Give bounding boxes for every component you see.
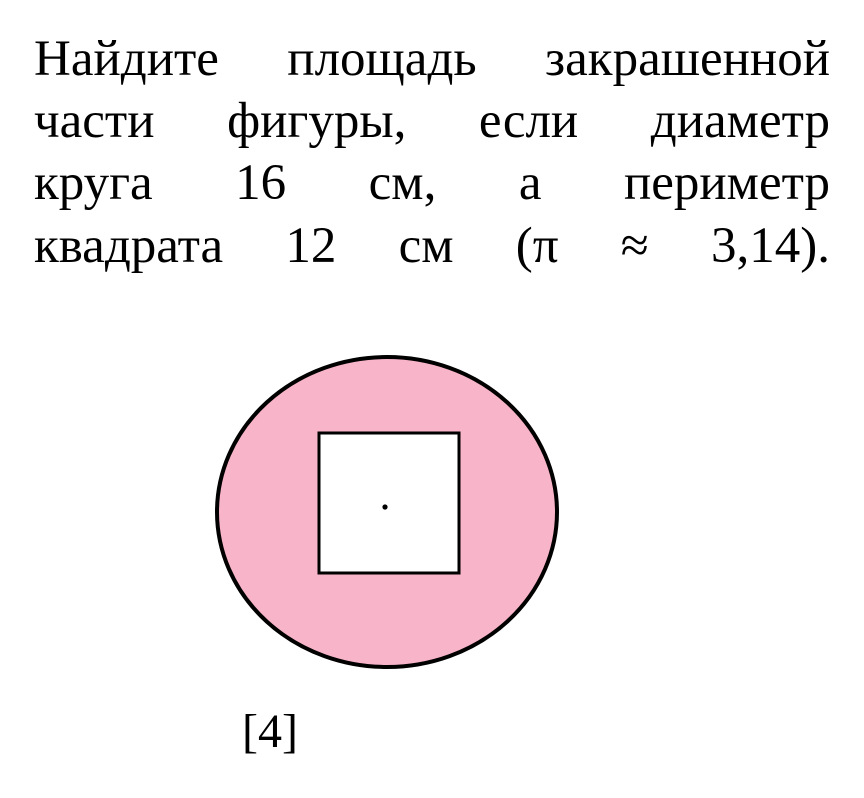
figure-caption: [4] (34, 704, 830, 759)
geometry-figure (202, 347, 572, 682)
square-shape (319, 433, 459, 573)
problem-line-1: Найдите площадь закрашенной (34, 28, 830, 90)
problem-line-2: части фигуры, если диаметр (34, 90, 830, 152)
problem-line-4: квадрата 12 см (π ≈ 3,14). (34, 215, 830, 277)
problem-line-3: круга 16 см, а периметр (34, 152, 830, 214)
problem-text: Найдите площадь закрашенной части фигуры… (34, 28, 830, 277)
figure-svg (202, 347, 572, 677)
center-dot (382, 504, 387, 509)
